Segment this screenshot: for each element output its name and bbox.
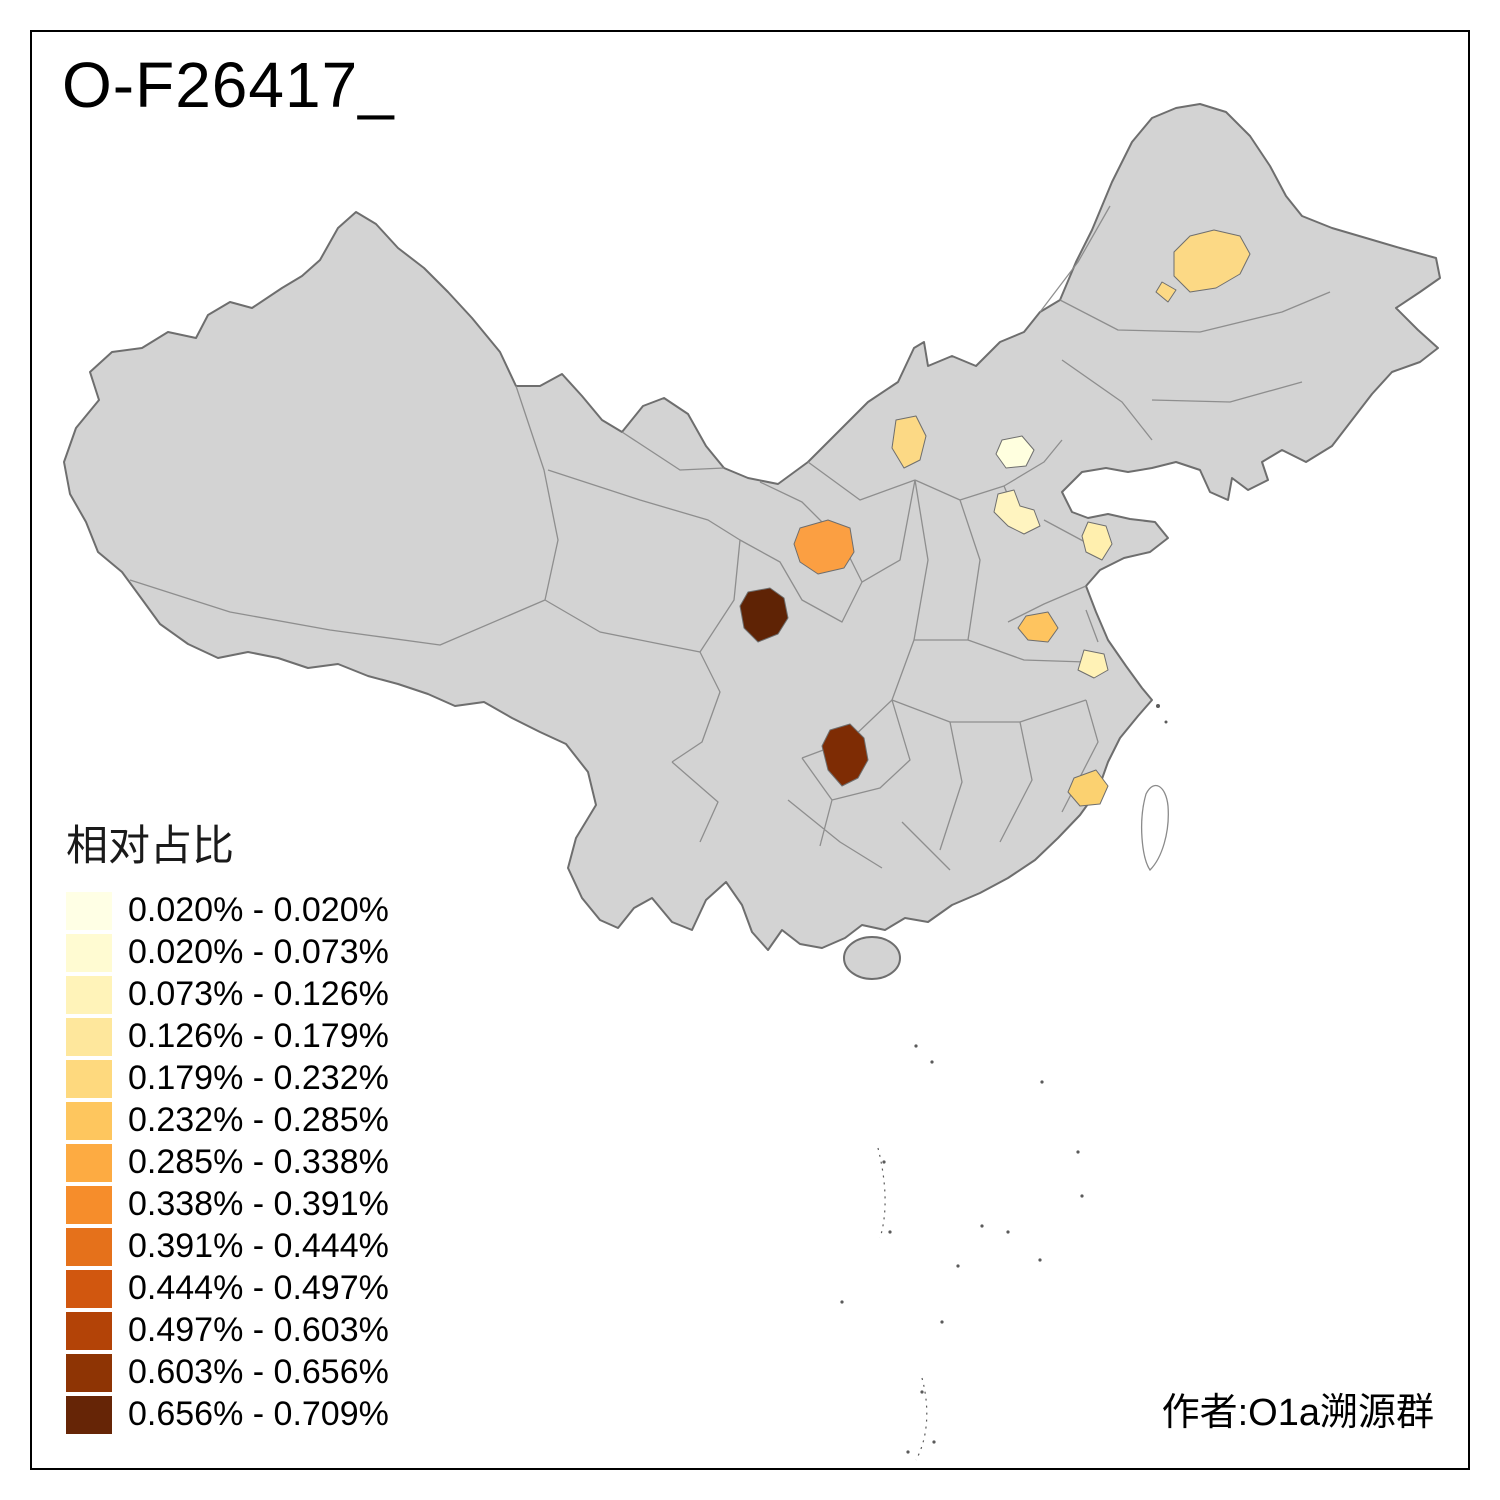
legend-label: 0.444% - 0.497% (128, 1269, 389, 1307)
map-region-hebei-area (993, 489, 1041, 535)
legend-row: 0.391% - 0.444% (66, 1227, 389, 1266)
legend-label: 0.338% - 0.391% (128, 1185, 389, 1223)
legend-label: 0.179% - 0.232% (128, 1059, 389, 1097)
legend-label: 0.073% - 0.126% (128, 975, 389, 1013)
legend-label: 0.020% - 0.020% (128, 891, 389, 929)
legend-swatch (66, 975, 112, 1014)
legend-swatch (66, 1059, 112, 1098)
map-region-darkest (739, 587, 789, 643)
legend-swatch (66, 1311, 112, 1350)
china-mainland (63, 103, 1441, 951)
legend-label: 0.603% - 0.656% (128, 1353, 389, 1391)
attribution: 作者:O1a溯源群 (1161, 1392, 1434, 1434)
legend-label: 0.020% - 0.073% (128, 933, 389, 971)
legend-swatch (66, 1353, 112, 1392)
legend-swatch (66, 1395, 112, 1434)
plot-title: O-F26417_ (62, 49, 395, 121)
legend-label: 0.656% - 0.709% (128, 1395, 389, 1433)
legend-swatch (66, 1185, 112, 1224)
map-region-beijing-area (995, 435, 1035, 469)
legend-row: 0.126% - 0.179% (66, 1017, 389, 1056)
legend-row: 0.232% - 0.285% (66, 1101, 389, 1140)
hainan-island (843, 936, 901, 980)
legend-swatch (66, 1101, 112, 1140)
legend-row: 0.020% - 0.073% (66, 933, 389, 972)
legend-label: 0.497% - 0.603% (128, 1311, 389, 1349)
legend-row: 0.656% - 0.709% (66, 1395, 389, 1434)
legend-row: 0.338% - 0.391% (66, 1185, 389, 1224)
map-region-central-plain (1017, 611, 1059, 643)
legend-swatch (66, 1143, 112, 1182)
legend-swatch (66, 1017, 112, 1056)
legend-swatch (66, 1227, 112, 1266)
map-region-shandong-area (1081, 521, 1113, 561)
legend: 相对占比 0.020% - 0.020% 0.020% - 0.073% 0.0… (66, 812, 389, 1437)
legend-row: 0.497% - 0.603% (66, 1311, 389, 1350)
south-china-sea-islands (840, 704, 1168, 1461)
legend-swatch (66, 891, 112, 930)
map-region-southeast-coast (1067, 769, 1109, 807)
map-region-dark-central (821, 723, 869, 787)
legend-row: 0.285% - 0.338% (66, 1143, 389, 1182)
legend-label: 0.285% - 0.338% (128, 1143, 389, 1181)
legend-label: 0.232% - 0.285% (128, 1101, 389, 1139)
legend-entries: 0.020% - 0.020% 0.020% - 0.073% 0.073% -… (66, 891, 389, 1434)
legend-row: 0.073% - 0.126% (66, 975, 389, 1014)
legend-swatch (66, 1269, 112, 1308)
legend-row: 0.179% - 0.232% (66, 1059, 389, 1098)
legend-title: 相对占比 (66, 822, 235, 869)
map-region-east-pale (1077, 649, 1109, 679)
taiwan-island (1141, 784, 1169, 872)
legend-row: 0.020% - 0.020% (66, 891, 389, 930)
legend-label: 0.391% - 0.444% (128, 1227, 389, 1265)
map-region-north (891, 415, 927, 469)
legend-label: 0.126% - 0.179% (128, 1017, 389, 1055)
legend-swatch (66, 933, 112, 972)
legend-row: 0.603% - 0.656% (66, 1353, 389, 1392)
legend-row: 0.444% - 0.497% (66, 1269, 389, 1308)
map-region-northwest-orange (793, 519, 855, 575)
map-region-northeast (1155, 229, 1251, 303)
